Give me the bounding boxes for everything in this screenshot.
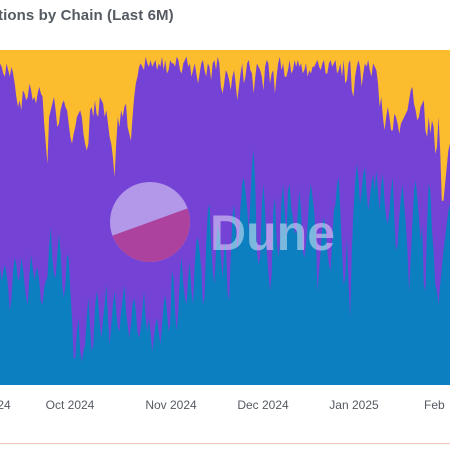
dune-logo-icon xyxy=(110,182,190,262)
x-tick-label: Feb xyxy=(424,398,445,412)
x-tick-label: 24 xyxy=(0,398,11,412)
x-axis-ticks: 24 Oct 2024 Nov 2024 Dec 2024 Jan 2025 Feb xyxy=(0,398,445,412)
x-tick-label: Dec 2024 xyxy=(237,398,289,412)
watermark-text: Dune xyxy=(210,205,335,261)
area-series-1 xyxy=(0,150,450,385)
area-layers xyxy=(0,50,450,385)
x-tick-label: Oct 2024 xyxy=(46,398,95,412)
chart-title: tions by Chain (Last 6M) xyxy=(0,7,174,24)
dune-logo-segment xyxy=(112,208,190,262)
x-tick-label: Jan 2025 xyxy=(329,398,379,412)
dune-watermark: Dune xyxy=(110,182,335,262)
bottom-divider xyxy=(0,443,450,444)
x-tick-label: Nov 2024 xyxy=(145,398,197,412)
